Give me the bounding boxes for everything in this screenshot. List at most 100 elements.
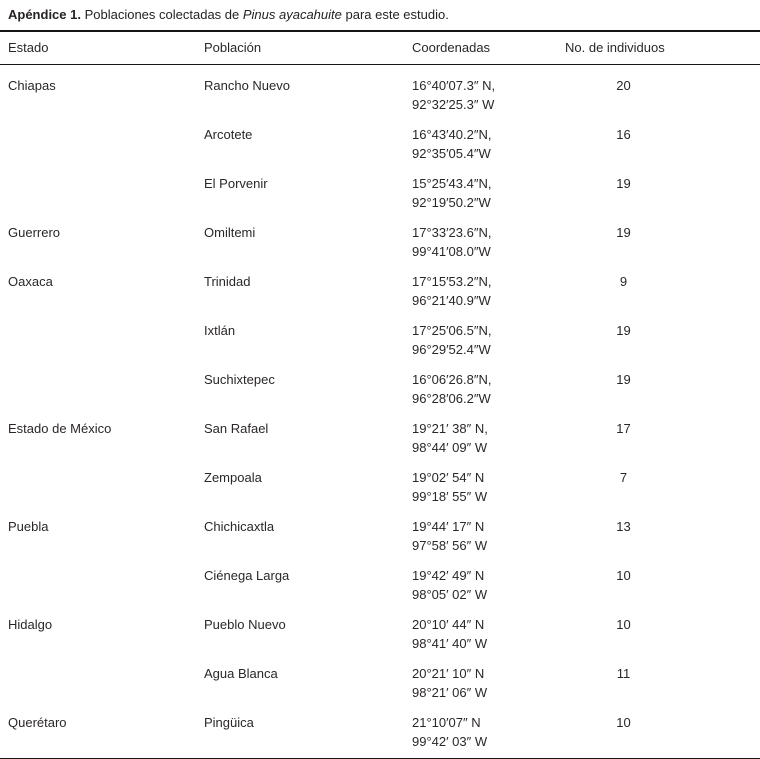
cell-poblacion: San Rafael — [204, 421, 269, 436]
coordinate-longitude: 92°35′05.4″W — [412, 146, 491, 161]
cell-poblacion: Agua Blanca — [204, 666, 278, 681]
populations-table: Estado Población Coordenadas No. de indi… — [0, 30, 760, 759]
coordinate-longitude: 99°18′ 55″ W — [412, 489, 488, 504]
cell-coordenadas: 16°43′40.2″N, 92°35′05.4″W — [412, 114, 565, 163]
cell-individuos: 11 — [616, 666, 631, 681]
caption-label: Apéndice 1. — [8, 7, 81, 22]
table-row: Puebla Chichicaxtla 19°44′ 17″ N 97°58′ … — [0, 506, 760, 555]
table-row: El Porvenir 15°25′43.4″N, 92°19′50.2″W 1… — [0, 163, 760, 212]
cell-individuos: 19 — [616, 176, 631, 191]
header-row: Estado Población Coordenadas No. de indi… — [0, 31, 760, 65]
coordinate-latitude: 17°33′23.6″N, — [412, 225, 492, 240]
coordinate-latitude: 17°15′53.2″N, — [412, 274, 492, 289]
cell-poblacion: Chichicaxtla — [204, 519, 275, 534]
table-row: Zempoala 19°02′ 54″ N 99°18′ 55″ W 7 — [0, 457, 760, 506]
cell-estado: Guerrero — [8, 225, 61, 240]
cell-individuos: 20 — [616, 78, 631, 93]
coordinate-longitude: 96°21′40.9″W — [412, 293, 491, 308]
cell-individuos: 10 — [616, 617, 631, 632]
table-body: Chiapas Rancho Nuevo 16°40′07.3″ N, 92°3… — [0, 65, 760, 759]
cell-coordenadas: 19°42′ 49″ N 98°05′ 02″ W — [412, 555, 565, 604]
cell-poblacion: Ixtlán — [204, 323, 236, 338]
cell-poblacion: El Porvenir — [204, 176, 268, 191]
cell-estado — [0, 555, 204, 604]
coordinate-latitude: 16°40′07.3″ N, — [412, 78, 496, 93]
species-name: Pinus ayacahuite — [242, 7, 342, 22]
cell-poblacion: Pingüica — [204, 715, 254, 730]
cell-estado: Querétaro — [8, 715, 67, 730]
coordinate-latitude: 19°21′ 38″ N, — [412, 421, 488, 436]
cell-individuos: 9 — [619, 274, 628, 289]
table-row: Ixtlán 17°25′06.5″N, 96°29′52.4″W 19 — [0, 310, 760, 359]
cell-coordenadas: 19°21′ 38″ N, 98°44′ 09″ W — [412, 408, 565, 457]
coordinate-longitude: 99°42′ 03″ W — [412, 734, 488, 749]
cell-poblacion: Ciénega Larga — [204, 568, 290, 583]
cell-coordenadas: 15°25′43.4″N, 92°19′50.2″W — [412, 163, 565, 212]
cell-coordenadas: 19°02′ 54″ N 99°18′ 55″ W — [412, 457, 565, 506]
coordinate-longitude: 96°29′52.4″W — [412, 342, 491, 357]
table-row: Guerrero Omiltemi 17°33′23.6″N, 99°41′08… — [0, 212, 760, 261]
table-row: Oaxaca Trinidad 17°15′53.2″N, 96°21′40.9… — [0, 261, 760, 310]
coordinate-latitude: 15°25′43.4″N, — [412, 176, 492, 191]
cell-individuos: 19 — [616, 372, 631, 387]
table-row: Ciénega Larga 19°42′ 49″ N 98°05′ 02″ W … — [0, 555, 760, 604]
coordinate-longitude: 92°32′25.3″ W — [412, 97, 495, 112]
coordinate-longitude: 98°44′ 09″ W — [412, 440, 488, 455]
coordinate-latitude: 20°10′ 44″ N — [412, 617, 485, 632]
cell-individuos: 7 — [619, 470, 628, 485]
coordinate-latitude: 19°44′ 17″ N — [412, 519, 485, 534]
cell-poblacion: Arcotete — [204, 127, 253, 142]
coordinate-latitude: 16°43′40.2″N, — [412, 127, 492, 142]
col-header-coordenadas: Coordenadas — [412, 31, 565, 65]
coordinate-longitude: 97°58′ 56″ W — [412, 538, 488, 553]
cell-estado — [0, 359, 204, 408]
caption-text-post: para este estudio. — [341, 7, 449, 22]
cell-coordenadas: 20°10′ 44″ N 98°41′ 40″ W — [412, 604, 565, 653]
cell-coordenadas: 19°44′ 17″ N 97°58′ 56″ W — [412, 506, 565, 555]
cell-coordenadas: 17°15′53.2″N, 96°21′40.9″W — [412, 261, 565, 310]
col-header-estado: Estado — [0, 31, 204, 65]
coordinate-latitude: 17°25′06.5″N, — [412, 323, 492, 338]
cell-estado: Estado de México — [8, 421, 112, 436]
cell-individuos: 16 — [616, 127, 631, 142]
coordinate-latitude: 19°42′ 49″ N — [412, 568, 485, 583]
table-row: Arcotete 16°43′40.2″N, 92°35′05.4″W 16 — [0, 114, 760, 163]
coordinate-longitude: 98°05′ 02″ W — [412, 587, 488, 602]
col-header-poblacion: Población — [204, 31, 412, 65]
document-page: Apéndice 1. Poblaciones colectadas de Pi… — [0, 7, 760, 759]
coordinate-latitude: 21°10′07″ N — [412, 715, 481, 730]
cell-coordenadas: 17°33′23.6″N, 99°41′08.0″W — [412, 212, 565, 261]
caption-text-pre: Poblaciones colectadas de — [80, 7, 243, 22]
table-header: Estado Población Coordenadas No. de indi… — [0, 31, 760, 65]
table-row: Estado de México San Rafael 19°21′ 38″ N… — [0, 408, 760, 457]
table-caption: Apéndice 1. Poblaciones colectadas de Pi… — [8, 7, 760, 23]
cell-estado — [0, 457, 204, 506]
cell-individuos: 10 — [616, 715, 631, 730]
cell-individuos: 13 — [616, 519, 631, 534]
coordinate-longitude: 92°19′50.2″W — [412, 195, 491, 210]
cell-coordenadas: 16°40′07.3″ N, 92°32′25.3″ W — [412, 65, 565, 115]
cell-estado — [0, 653, 204, 702]
cell-estado — [0, 310, 204, 359]
cell-poblacion: Zempoala — [204, 470, 262, 485]
table-row: Querétaro Pingüica 21°10′07″ N 99°42′ 03… — [0, 702, 760, 759]
cell-coordenadas: 21°10′07″ N 99°42′ 03″ W — [412, 702, 565, 759]
coordinate-latitude: 16°06′26.8″N, — [412, 372, 492, 387]
cell-coordenadas: 20°21′ 10″ N 98°21′ 06″ W — [412, 653, 565, 702]
table-row: Chiapas Rancho Nuevo 16°40′07.3″ N, 92°3… — [0, 65, 760, 115]
table-row: Agua Blanca 20°21′ 10″ N 98°21′ 06″ W 11 — [0, 653, 760, 702]
cell-individuos: 19 — [616, 225, 631, 240]
coordinate-latitude: 20°21′ 10″ N — [412, 666, 485, 681]
cell-poblacion: Trinidad — [204, 274, 251, 289]
cell-poblacion: Rancho Nuevo — [204, 78, 290, 93]
table-row: Suchixtepec 16°06′26.8″N, 96°28′06.2″W 1… — [0, 359, 760, 408]
cell-individuos: 10 — [616, 568, 631, 583]
coordinate-longitude: 98°41′ 40″ W — [412, 636, 488, 651]
cell-estado — [0, 163, 204, 212]
cell-estado: Puebla — [8, 519, 49, 534]
cell-poblacion: Pueblo Nuevo — [204, 617, 286, 632]
cell-estado: Hidalgo — [8, 617, 53, 632]
coordinate-longitude: 98°21′ 06″ W — [412, 685, 488, 700]
cell-poblacion: Omiltemi — [204, 225, 256, 240]
cell-estado — [0, 114, 204, 163]
